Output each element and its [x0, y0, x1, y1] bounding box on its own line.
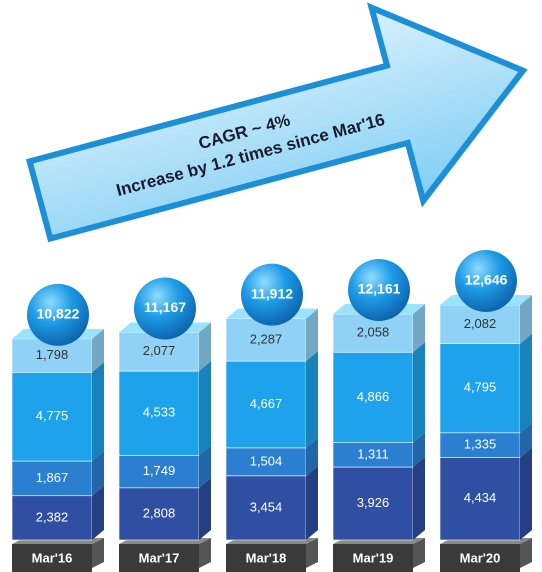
total-label: 11,912 — [251, 285, 293, 301]
data-label: 4,775 — [36, 408, 69, 423]
growth-arrow: CAGR ~ 4% Increase by 1.2 times since Ma… — [14, 0, 542, 297]
total-label: 12,646 — [465, 272, 508, 288]
total-label: 11,167 — [144, 299, 186, 315]
data-label: 2,287 — [250, 331, 283, 346]
data-label: 2,058 — [357, 325, 390, 340]
bar-segment-side — [199, 361, 211, 455]
data-label: 1,749 — [143, 463, 176, 478]
data-label: 1,335 — [464, 437, 497, 452]
data-label: 1,311 — [357, 446, 389, 461]
total-label: 10,822 — [37, 306, 80, 322]
data-label: 4,434 — [464, 490, 497, 505]
data-label: 4,533 — [143, 405, 176, 420]
x-tick-label: Mar'16 — [32, 550, 73, 565]
data-label: 1,504 — [250, 453, 283, 468]
data-label: 2,082 — [464, 316, 497, 331]
data-label: 4,795 — [464, 380, 497, 395]
data-label: 2,808 — [143, 505, 176, 520]
bar-segment-side — [92, 362, 104, 461]
x-tick-label: Mar'20 — [460, 550, 501, 565]
bar-segment-side — [520, 334, 532, 433]
x-tick-label: Mar'18 — [246, 550, 287, 565]
x-tick-label: Mar'19 — [353, 550, 394, 565]
data-label: 1,798 — [36, 347, 69, 362]
data-label: 2,382 — [36, 509, 69, 524]
bar-segment-side — [413, 342, 425, 442]
bar-segment-side — [306, 351, 318, 448]
total-label: 12,161 — [358, 281, 401, 297]
bar-segment-side — [306, 466, 318, 540]
data-label: 4,667 — [250, 396, 283, 411]
x-tick-label: Mar'17 — [139, 550, 180, 565]
data-label: 3,454 — [250, 499, 283, 514]
data-label: 3,926 — [357, 495, 390, 510]
data-label: 2,077 — [143, 343, 176, 358]
chart: CAGR ~ 4% Increase by 1.2 times since Ma… — [0, 0, 542, 572]
bar-segment-side — [520, 448, 532, 540]
data-label: 4,866 — [357, 389, 390, 404]
bar-segment-side — [199, 478, 211, 540]
bar-segment-side — [413, 457, 425, 540]
data-label: 1,867 — [36, 470, 69, 485]
